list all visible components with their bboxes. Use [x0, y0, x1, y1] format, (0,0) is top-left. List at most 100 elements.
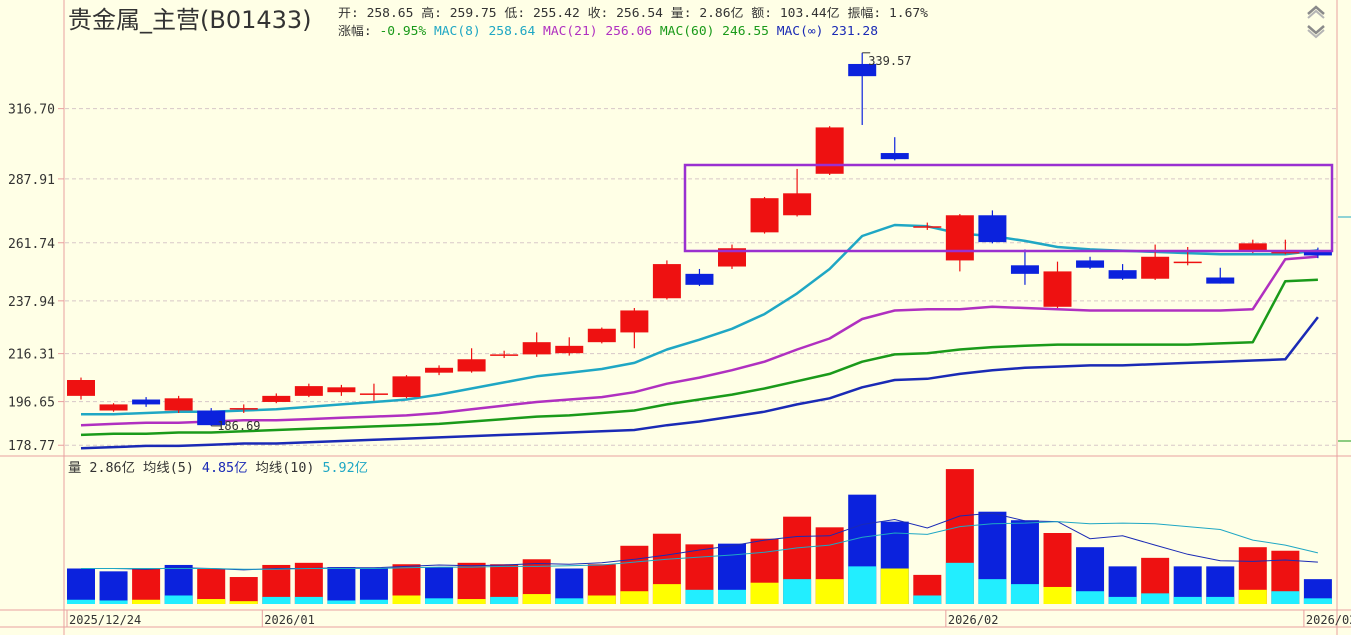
- ohlc-stats-text: 开: 258.65 高: 259.75 低: 255.42 收: 256.54 …: [338, 5, 929, 20]
- volume-sub-bar: [359, 599, 388, 604]
- date-x-axis: 2025/12/24 2026/01 2026/02 2026/02/26: [66, 610, 1351, 627]
- volume-sub-bar: [783, 579, 812, 604]
- volume-legend: 量 2.86亿 均线(5) 4.85亿 均线(10) 5.92亿: [68, 461, 368, 476]
- y-tick-label: 261.74: [8, 237, 55, 252]
- scroll-up-button[interactable]: [1304, 4, 1328, 19]
- volume-bar: [457, 562, 486, 604]
- ma-line: [80, 255, 1318, 427]
- volume-sub-bar: [1043, 586, 1072, 604]
- candle-body: [1043, 271, 1072, 307]
- chevron-up-icon: [1307, 9, 1325, 19]
- candle-body: [132, 399, 161, 405]
- ma-line: [80, 278, 1318, 437]
- volume-sub-bar: [392, 595, 421, 604]
- candle-body: [1010, 265, 1039, 274]
- ma-legend-value: 256.06: [605, 24, 660, 38]
- candle-body: [1173, 261, 1202, 264]
- y-tick-label: 287.91: [8, 173, 55, 188]
- candle-body: [294, 386, 323, 396]
- x-tick-label: 2026/01: [264, 613, 315, 627]
- volume-bar: [99, 571, 128, 604]
- volume-sub-bar: [1173, 596, 1202, 604]
- x-tick-label: 2026/02/26: [1306, 613, 1351, 627]
- candle-body: [457, 359, 486, 372]
- volume-sub-bar: [848, 566, 877, 604]
- highlight-box: [683, 163, 1334, 253]
- candle-body: [555, 345, 584, 354]
- ohlc-stats-row: 开: 258.65 高: 259.75 低: 255.42 收: 256.54 …: [338, 5, 929, 20]
- volume-sub-bar: [327, 600, 356, 604]
- y-tick-label: 237.94: [8, 295, 55, 310]
- stock-title: 贵金属_主营(B01433): [68, 6, 312, 34]
- volume-sub-bar: [457, 599, 486, 604]
- volume-bar: [555, 568, 584, 604]
- volume-sub-bar: [685, 589, 714, 604]
- volume-ma10-line: [81, 521, 1319, 570]
- volume-sub-bar: [1303, 598, 1332, 604]
- chevron-up-icon: [1307, 5, 1325, 15]
- volume-sub-bar: [522, 594, 551, 604]
- volume-sub-bar: [1010, 584, 1039, 604]
- volume-legend-text: 量 2.86亿 均线(5) 4.85亿 均线(10) 5.92亿: [68, 461, 368, 476]
- chevron-down-icon: [1307, 25, 1325, 35]
- candle-body: [1238, 243, 1267, 252]
- volume-bar: [359, 568, 388, 604]
- candle-body: [164, 398, 193, 411]
- volume-sub-bar: [652, 584, 681, 604]
- candle-body: [522, 342, 551, 355]
- volume-sub-bar: [620, 591, 649, 604]
- ma-legend-label: MAC(60): [660, 24, 722, 38]
- volume-sub-bar: [945, 562, 974, 604]
- candle-body: [425, 367, 454, 373]
- candle-body: [848, 63, 877, 77]
- volume-sub-bar: [750, 582, 779, 604]
- volume-sub-bar: [490, 596, 519, 604]
- candle-body: [327, 387, 356, 393]
- ma-legend-value: 258.64: [489, 24, 544, 38]
- volume-sub-bar: [67, 599, 95, 604]
- candle-body: [815, 127, 844, 174]
- candle-body: [392, 376, 421, 398]
- candle-body: [1108, 270, 1137, 279]
- candle-body: [978, 215, 1007, 243]
- volume-bar: [327, 567, 356, 604]
- candle-body: [587, 328, 616, 343]
- volume-sub-bar: [1206, 596, 1235, 604]
- ma-legend-label: MAC(8): [434, 24, 489, 38]
- ma-legend-value: 231.28: [831, 24, 878, 38]
- volume-bar: [425, 567, 454, 604]
- volume-sub-bar: [718, 589, 746, 604]
- volume-sub-bar: [1238, 589, 1267, 604]
- volume-sub-bar: [1271, 591, 1300, 604]
- volume-bar: [67, 568, 95, 604]
- volume-sub-bar: [132, 599, 161, 604]
- ma-legend-value: 246.55: [722, 24, 777, 38]
- volume-sub-bar: [229, 601, 258, 604]
- candle-body: [1303, 250, 1332, 256]
- scroll-down-button[interactable]: [1304, 24, 1328, 39]
- volume-bar: [132, 568, 161, 604]
- volume-bar: [197, 568, 226, 604]
- candle-body: [945, 215, 974, 261]
- chevron-down-icon: [1307, 29, 1325, 39]
- candle-body: [359, 393, 388, 395]
- candle-body: [229, 408, 258, 410]
- volume-sub-bar: [1108, 596, 1137, 604]
- candle-body: [1271, 251, 1300, 254]
- candle-body: [750, 198, 779, 233]
- volume-ma10-label: 均线(10): [256, 461, 323, 476]
- volume-ma-lines: [81, 512, 1319, 571]
- change-label: 涨幅:: [338, 23, 379, 38]
- volume-sub-bar: [815, 579, 844, 604]
- volume-ma5-label: 均线(5): [143, 461, 202, 476]
- volume-sub-bar: [197, 599, 226, 604]
- y-tick-label: 216.31: [8, 348, 55, 363]
- ma-line: [80, 316, 1319, 450]
- candle-body: [1076, 260, 1105, 268]
- ma-legend-row: 涨幅: -0.95% MAC(8) 258.64 MAC(21) 256.06 …: [338, 23, 878, 38]
- ma-legend-label: MAC(∞): [777, 24, 832, 38]
- candle-body: [620, 310, 649, 333]
- change-value: -0.95%: [379, 24, 434, 38]
